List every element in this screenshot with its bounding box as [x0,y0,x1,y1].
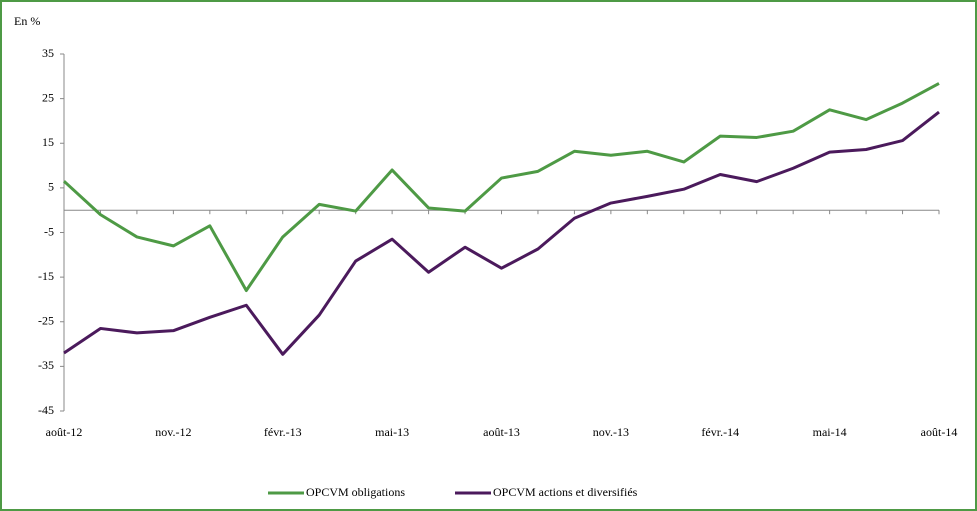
x-tick-label: févr.-14 [701,425,739,439]
x-tick-label: août-12 [46,425,83,439]
legend-label: OPCVM obligations [306,485,405,499]
y-tick-label: 35 [42,46,54,60]
y-axis-label: En % [14,14,40,28]
x-tick-label: nov.-12 [155,425,191,439]
y-tick-label: -15 [38,269,54,283]
y-tick-label: 15 [42,135,54,149]
x-tick-label: mai-14 [813,425,847,439]
data-line [63,110,940,356]
y-tick-label: -5 [44,224,54,238]
x-tick-label: août-14 [921,425,958,439]
data-line [62,82,940,293]
x-tick-label: mai-13 [375,425,409,439]
y-tick-label: -45 [38,403,54,417]
y-tick-label: -35 [38,358,54,372]
y-tick-label: 25 [42,90,54,104]
legend-label: OPCVM actions et diversifiés [493,485,638,499]
x-tick-label: nov.-13 [593,425,629,439]
y-tick-label: 5 [48,180,54,194]
x-tick-label: févr.-13 [264,425,302,439]
y-tick-label: -25 [38,314,54,328]
x-tick-label: août-13 [483,425,520,439]
